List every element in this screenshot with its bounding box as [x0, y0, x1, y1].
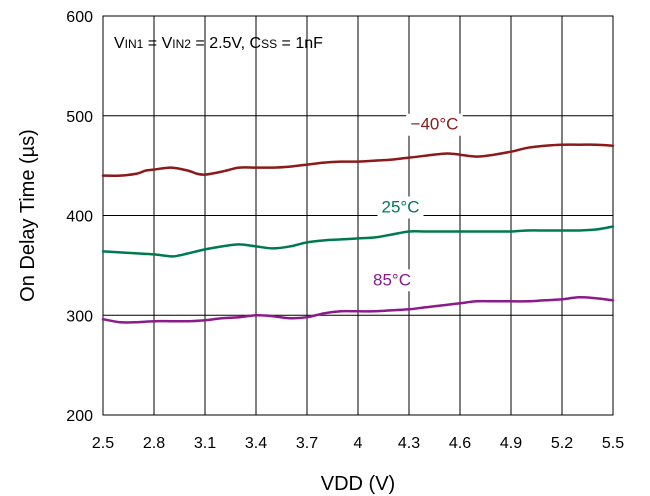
- x-tick-label: 4.9: [500, 435, 522, 452]
- plot-frame: [102, 15, 614, 416]
- x-tick-label: 5.2: [551, 435, 573, 452]
- series-line: [101, 225, 615, 258]
- x-tick-label: 3.4: [245, 435, 267, 452]
- series-layer: [101, 143, 615, 324]
- y-tick-label: 600: [66, 9, 93, 26]
- x-tick-label: 4.6: [449, 435, 471, 452]
- conditions-annotation: VIN1 = VIN2 = 2.5V, CSS = 1nF: [114, 35, 323, 52]
- x-tick-label: 3.7: [296, 435, 318, 452]
- y-axis-label: On Delay Time (µs): [17, 129, 39, 302]
- y-tick-label: 300: [66, 308, 93, 325]
- tick-labels: 2.5 2.8 3.1 3.4 3.7 4 4.3 4.6 4.9 5.2 5.5 200 300 400…: [66, 9, 624, 452]
- series-label-bg: [406, 113, 463, 136]
- series-label-bg: [377, 196, 424, 219]
- y-tick-label: 200: [66, 408, 93, 425]
- series-line: [101, 143, 615, 177]
- series-labels: −40°C 25°C 85°C: [369, 113, 463, 292]
- series-label: −40°C: [411, 115, 459, 134]
- x-tick-label: 3.1: [194, 435, 216, 452]
- grid: [103, 16, 613, 415]
- y-tick-label: 400: [66, 209, 93, 226]
- x-tick-label: 4: [354, 435, 363, 452]
- y-tick-label: 500: [66, 109, 93, 126]
- x-tick-label: 5.5: [602, 435, 624, 452]
- series-line: [101, 296, 615, 324]
- series-label-bg: [369, 269, 415, 292]
- series-label: 85°C: [373, 270, 411, 289]
- x-tick-label: 2.5: [92, 435, 114, 452]
- x-axis-label: VDD (V): [321, 473, 395, 495]
- x-tick-label: 2.8: [143, 435, 165, 452]
- x-tick-label: 4.3: [398, 435, 420, 452]
- series-label: 25°C: [382, 198, 420, 217]
